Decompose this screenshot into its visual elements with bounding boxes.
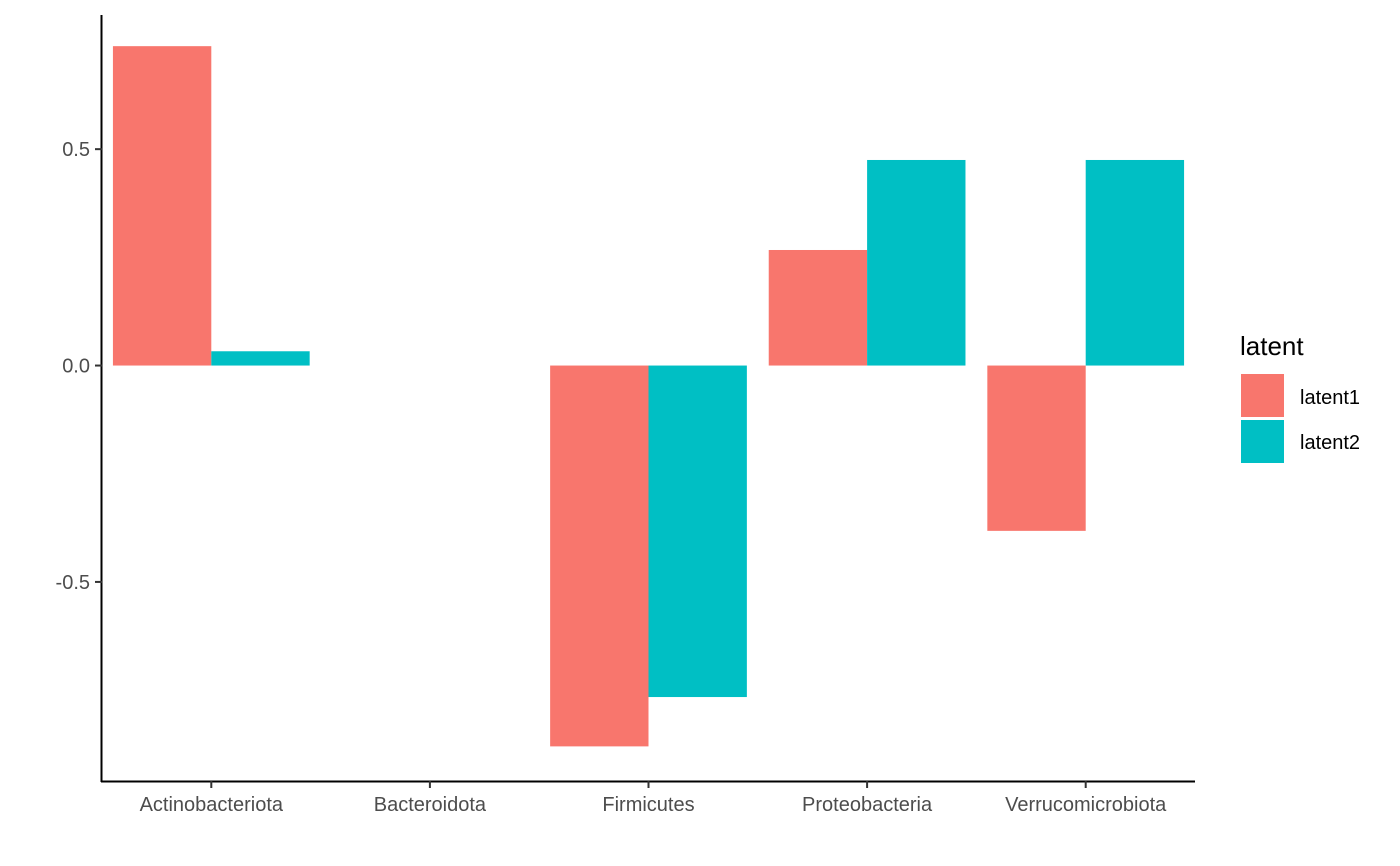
bar-latent2-verrucomicrobiota (1085, 159, 1185, 366)
x-tick-label: Verrucomicrobiota (1005, 794, 1167, 816)
bar-latent1-verrucomicrobiota (987, 365, 1086, 531)
x-tick-label: Firmicutes (602, 794, 694, 816)
y-tick-label: 0.0 (62, 356, 90, 378)
legend-swatch-latent2 (1241, 420, 1284, 463)
bars-layer (112, 46, 1185, 747)
legend-label-latent2: latent2 (1300, 432, 1360, 454)
bar-latent1-proteobacteria (768, 249, 868, 366)
bar-latent1-actinobacteriota (112, 46, 212, 366)
x-tick-label: Actinobacteriota (140, 794, 284, 816)
bar-latent2-firmicutes (648, 365, 747, 698)
bar-latent2-proteobacteria (867, 159, 966, 366)
y-tick-label: -0.5 (56, 572, 90, 594)
x-tick-label: Proteobacteria (802, 794, 933, 816)
bar-latent1-firmicutes (550, 365, 649, 747)
legend: latent latent1 latent2 (1240, 331, 1360, 463)
y-tick-label: 0.5 (62, 139, 90, 161)
x-tick-label: Bacteroidota (374, 794, 487, 816)
y-axis-ticks: -0.5 0.0 0.5 (56, 139, 102, 594)
bar-latent2-actinobacteriota (211, 351, 310, 366)
x-axis-ticks: Actinobacteriota Bacteroidota Firmicutes Pr… (140, 781, 1167, 816)
legend-title: latent (1240, 331, 1304, 361)
legend-label-latent1: latent1 (1300, 387, 1360, 409)
legend-swatch-latent1 (1241, 374, 1284, 417)
